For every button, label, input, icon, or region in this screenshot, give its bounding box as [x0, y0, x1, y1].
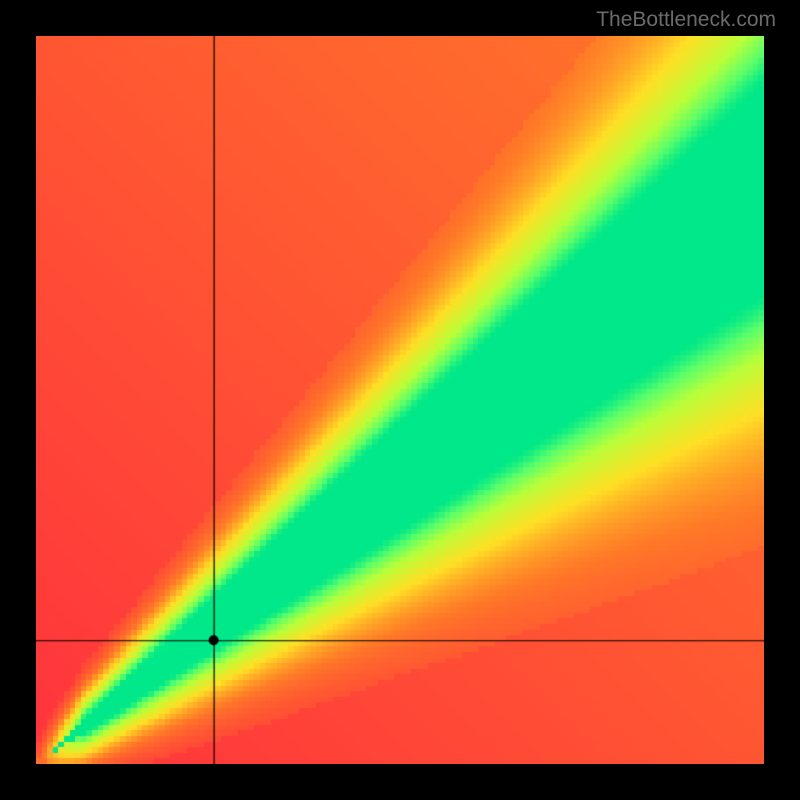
chart-container: TheBottleneck.com [0, 0, 800, 800]
watermark-text: TheBottleneck.com [596, 8, 776, 32]
heatmap-canvas [36, 36, 764, 764]
plot-area [36, 36, 764, 764]
